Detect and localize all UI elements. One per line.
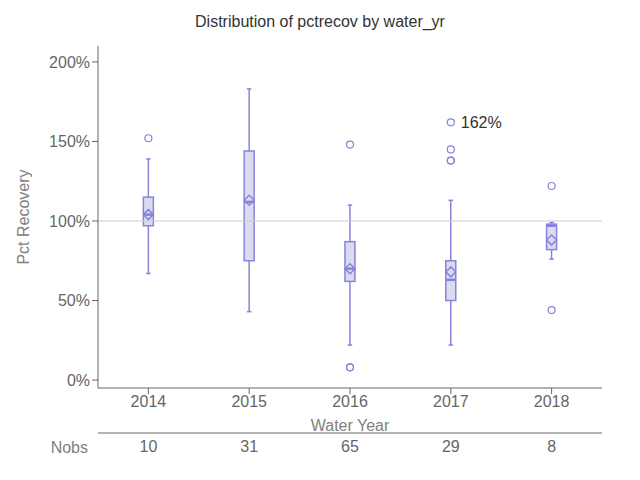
- svg-text:162%: 162%: [461, 114, 502, 131]
- svg-text:Water Year: Water Year: [311, 417, 390, 434]
- svg-text:100%: 100%: [49, 213, 90, 230]
- svg-text:50%: 50%: [58, 292, 90, 309]
- html-text:Distribution of pctrecov by wa: Distribution of pctrecov by water_yr: [195, 13, 445, 30]
- svg-text:150%: 150%: [49, 133, 90, 150]
- svg-text:2016: 2016: [332, 393, 368, 410]
- svg-text:Pct Recovery: Pct Recovery: [15, 169, 32, 264]
- svg-text:29: 29: [442, 438, 460, 455]
- svg-text:2014: 2014: [131, 393, 167, 410]
- svg-text:8: 8: [547, 438, 556, 455]
- svg-text:200%: 200%: [49, 54, 90, 71]
- svg-text:10: 10: [140, 438, 158, 455]
- svg-text:2018: 2018: [534, 393, 570, 410]
- svg-text:31: 31: [240, 438, 258, 455]
- svg-text:Nobs: Nobs: [51, 439, 88, 456]
- svg-text:2017: 2017: [433, 393, 469, 410]
- svg-text:2015: 2015: [231, 393, 267, 410]
- svg-text:65: 65: [341, 438, 359, 455]
- svg-text:0%: 0%: [67, 372, 90, 389]
